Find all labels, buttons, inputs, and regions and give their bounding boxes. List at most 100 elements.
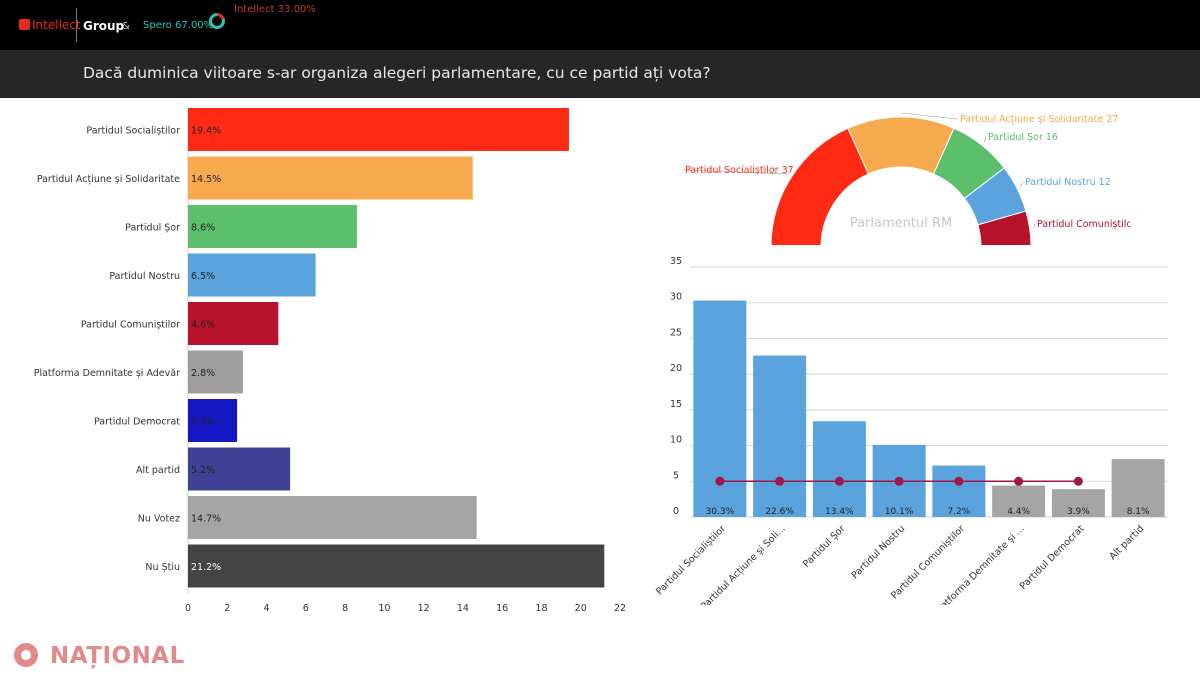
threshold-point <box>954 476 964 486</box>
gauge-slice-label: Partidul Socialiștilor 37 <box>685 165 794 176</box>
top-header-bar: Intellect Group & Spero 67.00% Intellect… <box>0 0 1200 50</box>
x-tick-label: 6 <box>303 603 309 614</box>
y-tick-label: 30 <box>670 292 682 303</box>
bar <box>188 399 238 442</box>
threshold-point <box>834 476 844 486</box>
category-label: Partidul Comuniștilor <box>81 320 180 331</box>
data-label: 2.5% <box>191 417 215 428</box>
y-tick-label: 20 <box>670 363 682 374</box>
y-tick-label: 0 <box>673 506 679 517</box>
bar <box>188 156 473 200</box>
bar <box>1051 489 1105 517</box>
parliament-gauge-chart: Partidul Socialiștilor 37 Partidul Acțiun… <box>682 112 1130 245</box>
intellect-logo-text: Intellect <box>32 18 81 32</box>
y-tick-label: 15 <box>670 399 682 410</box>
data-label: 2.8% <box>191 368 215 379</box>
national-logo-icon <box>14 643 38 667</box>
x-tick-label: Partidul Nostru <box>850 523 908 581</box>
bar <box>188 302 279 345</box>
intellect-logo-icon <box>19 19 30 30</box>
threshold-point <box>1073 476 1083 486</box>
y-tick-label: 25 <box>670 327 682 338</box>
intellect-share-label: Intellect 33.00% <box>234 4 316 15</box>
label-connector <box>983 136 987 142</box>
category-label: Nu Votez <box>138 514 180 525</box>
bar <box>188 350 243 394</box>
y-tick-label: 10 <box>670 435 682 446</box>
threshold-point <box>715 476 725 486</box>
label-connector <box>682 169 789 175</box>
category-label: Alt partid <box>136 465 180 476</box>
gauge-slice <box>977 210 1032 245</box>
x-tick-label: 16 <box>496 603 508 614</box>
data-label: 7.2% <box>947 507 970 517</box>
label-connector <box>900 112 959 120</box>
gauge-slice-label: Partidul Nostru 12 <box>1025 177 1111 188</box>
category-label: Platforma Demnitate și Adevăr <box>34 368 180 379</box>
x-tick-label: 10 <box>378 603 390 614</box>
gauge-slice-label: Partidul Comuniștilor 9 <box>1037 219 1130 230</box>
category-label: Partidul Șor <box>125 223 180 234</box>
gauge-title: Parlamentul RM <box>850 216 952 231</box>
data-label: 30.3% <box>706 507 735 517</box>
bar <box>188 447 291 491</box>
spero-share-label: Spero 67.00% <box>143 20 214 31</box>
data-label: 3.9% <box>1067 507 1090 517</box>
x-tick-label: 18 <box>535 603 547 614</box>
bar <box>188 205 357 248</box>
label-connector <box>1033 223 1036 229</box>
data-label: 21.2% <box>191 562 221 573</box>
question-bar <box>0 50 1200 98</box>
x-tick-label: 14 <box>457 603 469 614</box>
ampersand: & <box>122 21 130 32</box>
data-label: 8.1% <box>1127 507 1150 517</box>
bar <box>992 485 1046 517</box>
bar <box>812 421 866 517</box>
y-tick-label: 35 <box>670 256 682 267</box>
category-label: Partidul Socialiștilor <box>86 126 180 137</box>
data-label: 10.1% <box>885 507 914 517</box>
x-tick-label: 12 <box>418 603 430 614</box>
data-label: 5.2% <box>191 465 215 476</box>
data-label: 19.4% <box>191 126 221 137</box>
bar <box>188 544 605 588</box>
data-label: 22.6% <box>765 507 794 517</box>
watermark-text: NAȚIONAL <box>50 643 185 669</box>
label-connector <box>1020 181 1024 187</box>
logo-divider <box>76 8 77 42</box>
data-label: 14.5% <box>191 174 221 185</box>
x-tick-label: Partidul Democrat <box>1018 523 1087 592</box>
category-label: Partidul Acțiune și Solidaritate <box>37 174 180 185</box>
bar <box>753 355 807 517</box>
threshold-point <box>894 476 904 486</box>
data-label: 13.4% <box>825 507 854 517</box>
data-label: 4.4% <box>1007 507 1030 517</box>
threshold-point <box>775 476 785 486</box>
bar <box>932 465 986 517</box>
bar <box>1111 459 1165 517</box>
x-tick-label: 22 <box>614 603 626 614</box>
category-label: Nu Știu <box>145 562 180 573</box>
x-tick-label: 20 <box>575 603 587 614</box>
y-tick-label: 5 <box>673 470 679 481</box>
x-tick-label: 2 <box>224 603 230 614</box>
data-label: 14.7% <box>191 514 221 525</box>
bar <box>188 108 569 151</box>
survey-question: Dacă duminica viitoare s-ar organiza ale… <box>83 64 711 82</box>
horizontal-bar-chart: Partidul Socialiștilor 19.4% Partidul Acți… <box>34 108 626 614</box>
category-label: Partidul Nostru <box>109 271 180 282</box>
bar <box>188 496 477 539</box>
bar <box>188 253 316 297</box>
x-tick-label: Alt partid <box>1107 523 1146 562</box>
data-label: 4.6% <box>191 320 215 331</box>
data-label: 6.5% <box>191 271 215 282</box>
data-label: 8.6% <box>191 223 215 234</box>
x-tick-label: 0 <box>185 603 191 614</box>
group-logo-text: Group <box>83 19 125 33</box>
x-tick-label: Partidul Șor <box>801 523 848 570</box>
gauge-slice-label: Partidul Acțiune și Solidaritate 27 <box>960 114 1118 125</box>
share-ring-icon <box>209 12 225 29</box>
category-label: Partidul Democrat <box>94 417 180 428</box>
threshold-point <box>1014 476 1024 486</box>
